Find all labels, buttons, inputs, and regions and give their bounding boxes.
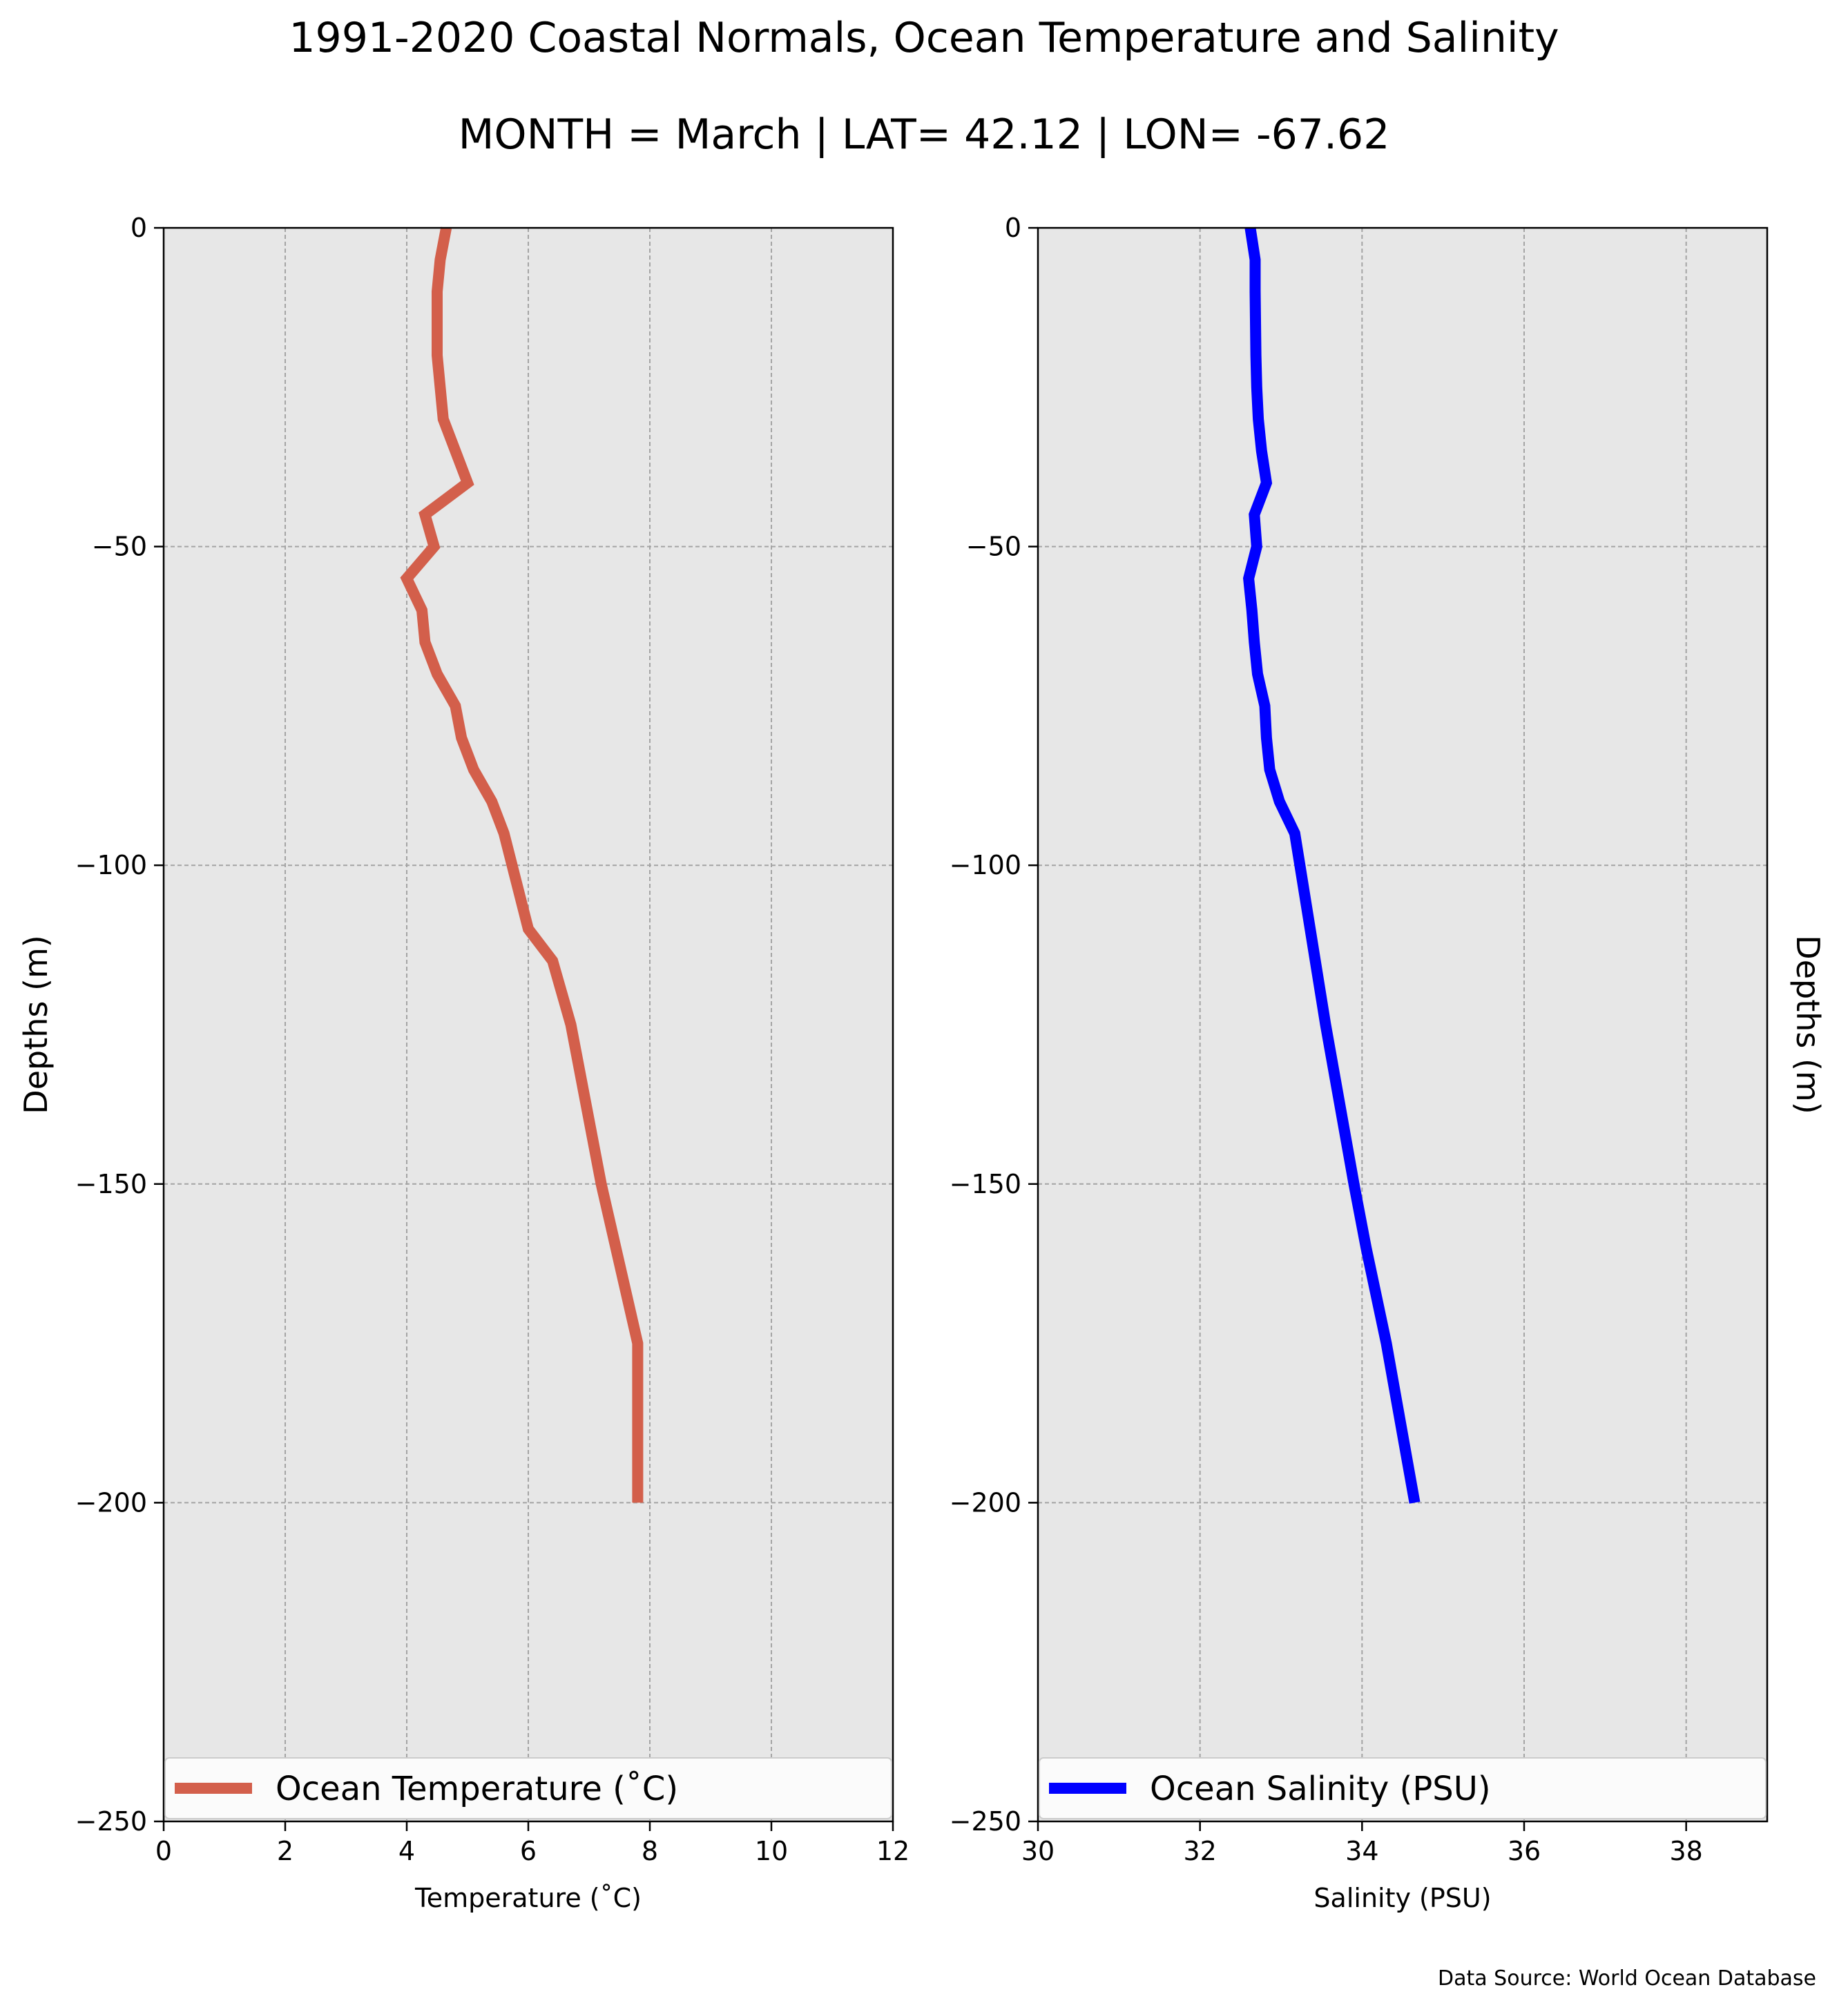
temperature-x-tick-label: 10 [755, 1836, 788, 1866]
temperature-legend-box [164, 1757, 892, 1819]
salinity-x-tick-label: 32 [1183, 1836, 1216, 1866]
salinity-panel: 30 32 34 36 38 0 −50 −100 −150 −200 −250 Ocean Sal… [950, 213, 1827, 1913]
salinity-ticks: 30 32 34 36 38 0 −50 −100 −150 −200 −250 [950, 213, 1703, 1866]
temperature-x-tick-label: 8 [642, 1836, 658, 1866]
data-source-note: Data Source: World Ocean Database [1438, 1966, 1816, 1991]
temperature-x-tick-label: 12 [876, 1836, 909, 1866]
temperature-line [400, 226, 644, 1503]
salinity-legend-box [1039, 1757, 1767, 1819]
figure-title: 1991-2020 Coastal Normals, Ocean Tempera… [289, 14, 1559, 62]
temperature-x-tick-label: 4 [398, 1836, 415, 1866]
temperature-x-tick-label: 2 [277, 1836, 293, 1866]
salinity-y-tick-label: −250 [950, 1806, 1021, 1837]
salinity-x-tick-label: 38 [1669, 1836, 1702, 1866]
salinity-legend: Ocean Salinity (PSU) [1039, 1757, 1767, 1819]
temperature-grid [164, 228, 893, 1821]
salinity-y-tick-label: −50 [966, 532, 1021, 562]
temperature-legend-label: Ocean Temperature (˚C) [276, 1770, 678, 1808]
figure-subtitle: MONTH = March | LAT= 42.12 | LON= -67.62 [459, 110, 1390, 159]
salinity-y-tick-label: −100 [950, 850, 1021, 880]
temperature-y-tick-label: −50 [92, 532, 147, 562]
temperature-ticks: 0 2 4 6 8 10 12 0 −50 −100 −150 −200 −250 [75, 213, 910, 1866]
right-y-axis-label: Depths (m) [1789, 935, 1827, 1114]
salinity-legend-label: Ocean Salinity (PSU) [1150, 1770, 1491, 1808]
temperature-panel: 0 2 4 6 8 10 12 0 −50 −100 −150 −200 −250 Ocean Temp… [17, 213, 909, 1913]
temperature-y-tick-label: −250 [75, 1806, 147, 1837]
salinity-axes-frame [1037, 226, 1769, 1823]
temperature-y-tick-label: −200 [75, 1487, 147, 1518]
salinity-line [1242, 226, 1421, 1504]
temperature-y-tick-label: −150 [75, 1169, 147, 1199]
salinity-plot-area [1038, 228, 1767, 1821]
salinity-y-tick-label: 0 [1005, 213, 1021, 243]
temperature-x-tick-label: 0 [155, 1836, 172, 1866]
temperature-y-tick-label: −100 [75, 850, 147, 880]
salinity-y-tick-label: −150 [950, 1169, 1021, 1199]
salinity-x-tick-label: 30 [1021, 1836, 1055, 1866]
salinity-grid [1038, 228, 1767, 1821]
temperature-x-tick-label: 6 [520, 1836, 537, 1866]
left-y-axis-label: Depths (m) [17, 935, 55, 1114]
temperature-y-tick-label: 0 [131, 213, 147, 243]
salinity-x-axis-label: Salinity (PSU) [1313, 1883, 1491, 1913]
salinity-y-tick-label: −200 [950, 1487, 1021, 1518]
temperature-legend: Ocean Temperature (˚C) [164, 1757, 892, 1819]
salinity-x-tick-label: 34 [1345, 1836, 1378, 1866]
salinity-x-tick-label: 36 [1508, 1836, 1541, 1866]
temperature-x-axis-label: Temperature (˚C) [414, 1883, 642, 1913]
